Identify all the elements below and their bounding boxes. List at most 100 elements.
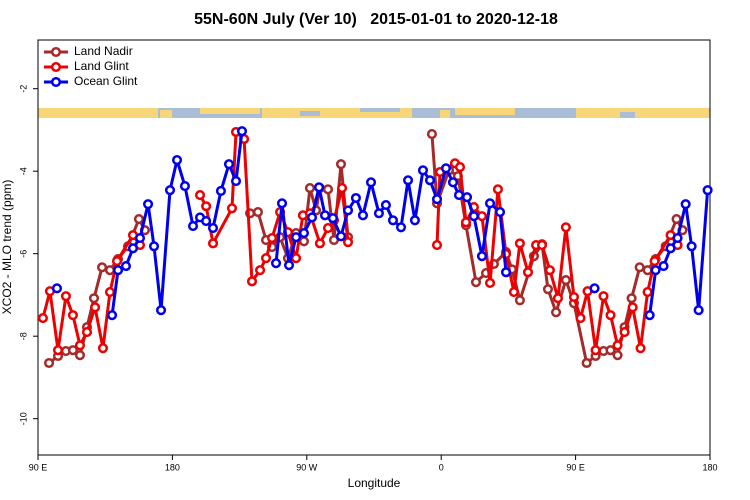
series-point	[626, 293, 637, 304]
series-point	[81, 327, 93, 338]
series-point	[454, 162, 466, 173]
series-point	[223, 159, 235, 170]
y-tick-label: -8	[18, 332, 28, 340]
series-point	[431, 194, 443, 205]
legend-label: Land Glint	[74, 59, 129, 73]
series-point	[319, 210, 331, 221]
series-point	[440, 163, 452, 174]
series-point	[322, 184, 334, 195]
series-point	[575, 312, 586, 324]
series-point	[143, 199, 154, 210]
series-point	[260, 253, 272, 264]
series-point	[424, 175, 436, 186]
series-point	[335, 231, 347, 242]
series-point	[111, 256, 123, 267]
series-point	[134, 232, 146, 244]
y-tick-label: -6	[18, 250, 28, 258]
series-point	[552, 293, 564, 304]
legend-marker	[50, 46, 62, 58]
series-point	[672, 232, 683, 244]
series-point	[290, 253, 302, 264]
series-point	[492, 184, 503, 195]
series-point	[112, 265, 124, 276]
series-point	[550, 307, 562, 318]
series-point	[148, 241, 160, 252]
x-tick-label: 180	[702, 462, 717, 472]
series-point	[581, 357, 592, 369]
series-point	[255, 265, 266, 276]
y-axis-label: XCO2 - MLO trend (ppm)	[0, 180, 14, 315]
series-point	[276, 198, 288, 209]
series-point	[304, 183, 315, 194]
series-point	[342, 237, 354, 248]
series-point	[67, 345, 78, 356]
x-tick-label: 180	[165, 462, 180, 472]
series-point	[522, 267, 534, 278]
y-tick-label: -2	[18, 85, 28, 93]
series-point	[649, 256, 660, 267]
x-tick-label: 0	[439, 462, 444, 472]
series-point	[426, 129, 437, 140]
series-point	[605, 345, 616, 356]
series-point	[508, 287, 519, 298]
series-point	[409, 215, 420, 226]
series-point	[447, 177, 459, 188]
series-point	[194, 190, 206, 201]
series-point	[89, 302, 101, 313]
plot-frame	[37, 39, 711, 456]
series-point	[560, 222, 571, 233]
series-point	[171, 154, 183, 166]
series-point	[37, 312, 48, 324]
series-point	[226, 203, 238, 214]
series-point	[590, 345, 601, 356]
series-point	[605, 310, 616, 321]
map-strip	[38, 108, 710, 118]
series-point	[589, 283, 600, 294]
series-point	[568, 291, 580, 303]
x-tick-label: 90 E	[29, 462, 48, 472]
series-point	[644, 310, 655, 321]
series-point	[544, 265, 555, 276]
series-point	[634, 262, 645, 273]
series-point	[230, 176, 242, 187]
series-point	[336, 183, 348, 194]
series-point	[484, 198, 496, 209]
series-point	[201, 216, 212, 227]
series-line	[435, 161, 679, 352]
series-point	[365, 177, 377, 188]
series-point	[460, 217, 472, 228]
series-point	[350, 192, 361, 204]
series-point	[313, 182, 325, 193]
series-point	[342, 205, 354, 216]
series-point	[252, 206, 264, 218]
series-point	[680, 199, 691, 210]
series-point	[133, 213, 144, 225]
chart-title: 55N-60N July (Ver 10) 2015-01-01 to 2020…	[194, 11, 558, 28]
series-point	[74, 340, 86, 351]
series-point	[402, 175, 414, 186]
series-point	[207, 223, 219, 234]
series-point	[470, 277, 482, 288]
series-point	[612, 340, 623, 351]
series-point	[387, 215, 399, 226]
series-point	[514, 238, 525, 249]
series-point	[207, 238, 219, 249]
series-point	[642, 287, 653, 298]
series-point	[187, 220, 199, 232]
series-point	[60, 291, 71, 302]
series-point	[650, 265, 661, 276]
series-point	[395, 222, 407, 233]
series-point	[314, 238, 325, 249]
series-point	[67, 310, 78, 321]
series-point	[476, 211, 488, 222]
series-point	[215, 185, 226, 197]
series-point	[476, 251, 488, 262]
series-point	[612, 350, 623, 361]
series-point	[461, 192, 473, 203]
series-point	[120, 261, 132, 272]
series-point	[97, 343, 109, 354]
series-point	[702, 185, 713, 196]
series-point	[514, 295, 525, 306]
series-point	[44, 357, 55, 369]
